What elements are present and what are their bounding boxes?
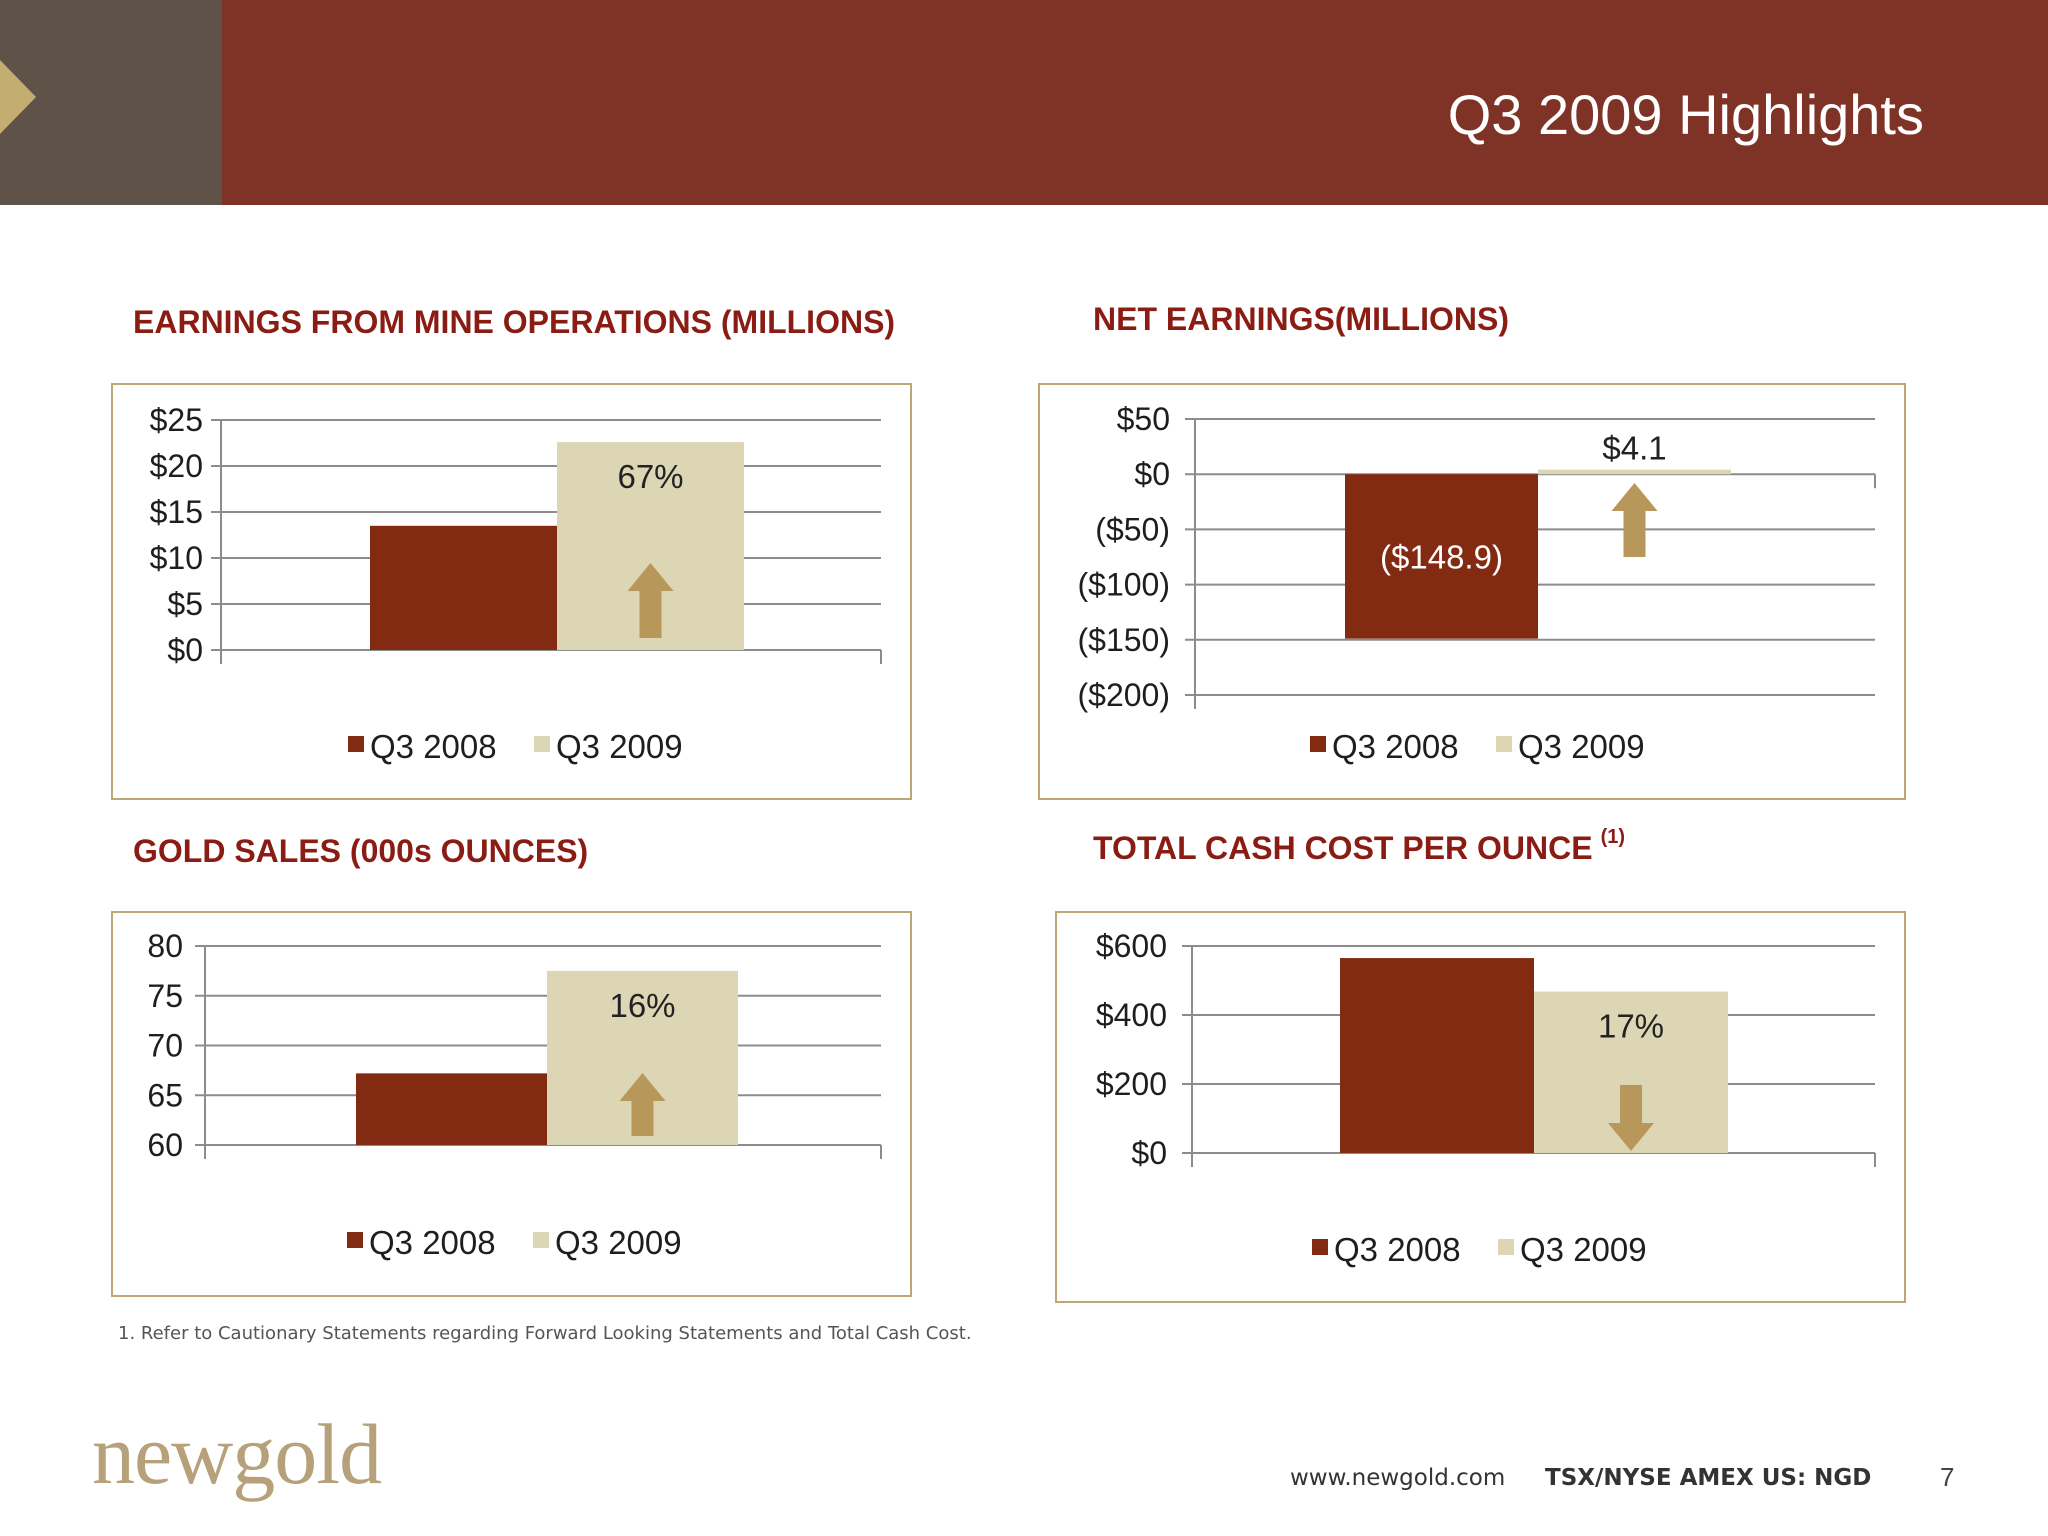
y-tick-label: $0 [167, 632, 203, 668]
bar-q3-2008 [356, 1073, 547, 1145]
y-tick-label: $400 [1096, 997, 1167, 1033]
y-tick-label: $50 [1117, 401, 1170, 437]
y-tick-label: 60 [147, 1127, 183, 1163]
header-arrow-icon [0, 60, 36, 134]
title-cash-cost-note: (1) [1600, 826, 1626, 848]
chart-earnings-mine: $0 $5 $10 $15 $20 $25 67% Q3 2008 Q3 2009 [111, 383, 912, 800]
bar-q3-2009 [1538, 469, 1731, 475]
chart-gold-sales: 60 65 70 75 80 16% Q3 2008 Q3 2009 [111, 911, 912, 1297]
legend-swatch [1498, 1239, 1514, 1255]
down-arrow-icon [1608, 1085, 1654, 1151]
title-net-earnings: NET EARNINGS(MILLIONS) [1093, 301, 1509, 337]
chart-net-earnings-svg: ($200) ($150) ($100) ($50) $0 $50 ($148.9) $4.1… [1078, 401, 1876, 765]
y-tick-label: $10 [150, 540, 203, 576]
bar-q3-2008 [1340, 958, 1534, 1153]
logo-text: newgold [92, 1406, 382, 1502]
up-arrow-icon [627, 563, 674, 638]
legend-swatch [1310, 736, 1326, 752]
legend-swatch [1496, 736, 1512, 752]
header-band [0, 0, 2048, 205]
y-tick-label: ($150) [1078, 622, 1171, 658]
legend-label: Q3 2009 [1520, 1231, 1647, 1268]
title-cash-cost-text: TOTAL CASH COST PER OUNCE [1093, 830, 1593, 866]
y-tick-label: $5 [167, 586, 203, 622]
legend-label: Q3 2009 [1518, 728, 1645, 765]
y-tick-label: 65 [147, 1077, 183, 1113]
y-tick-label: ($100) [1078, 567, 1171, 603]
chart-cash-cost-svg: $0 $200 $400 $600 17% Q3 2008 Q3 2009 [1096, 928, 1876, 1268]
y-tick-label: $25 [150, 402, 203, 438]
legend-swatch [534, 736, 550, 752]
y-tick-label: 75 [147, 978, 183, 1014]
legend-swatch [347, 1232, 363, 1248]
footer-ticker: TSX/NYSE AMEX US: NGD [1545, 1465, 1872, 1491]
y-tick-label: 80 [147, 928, 183, 964]
up-arrow-icon [619, 1073, 666, 1136]
legend-swatch [348, 736, 364, 752]
newgold-logo: newgold [92, 1404, 382, 1504]
up-arrow-icon [1611, 483, 1658, 557]
y-tick-label: 70 [147, 1028, 183, 1064]
header-accent-block [0, 0, 222, 205]
y-tick-label: $20 [150, 448, 203, 484]
bar-q3-2008 [1345, 474, 1538, 639]
legend-label: Q3 2008 [1332, 728, 1459, 765]
y-tick-label: $0 [1134, 456, 1170, 492]
bar-q3-2008 [370, 525, 557, 650]
chart-earnings-mine-svg: $0 $5 $10 $15 $20 $25 67% Q3 2008 Q3 2009 [150, 402, 882, 765]
y-tick-label: $600 [1096, 928, 1167, 964]
title-gold-sales: GOLD SALES (000s OUNCES) [133, 833, 589, 869]
y-tick-label: $0 [1131, 1135, 1167, 1171]
y-tick-label: ($50) [1095, 511, 1170, 547]
legend-label: Q3 2009 [556, 728, 683, 765]
percent-change-label: 17% [1598, 1008, 1664, 1045]
chart-gold-sales-svg: 60 65 70 75 80 16% Q3 2008 Q3 2009 [147, 928, 882, 1261]
footer-url[interactable]: www.newgold.com [1290, 1465, 1506, 1491]
title-earnings-mine: EARNINGS FROM MINE OPERATIONS (MILLIONS) [133, 304, 896, 340]
y-tick-label: $15 [150, 494, 203, 530]
y-tick-label: $200 [1096, 1066, 1167, 1102]
percent-change-label: 16% [609, 987, 675, 1024]
legend-swatch [533, 1232, 549, 1248]
chart-cash-cost: $0 $200 $400 $600 17% Q3 2008 Q3 2009 [1055, 911, 1906, 1303]
data-label: ($148.9) [1380, 538, 1503, 575]
legend-swatch [1312, 1239, 1328, 1255]
data-label: $4.1 [1602, 430, 1666, 467]
legend-label: Q3 2008 [369, 1224, 496, 1261]
chart-net-earnings: ($200) ($150) ($100) ($50) $0 $50 ($148.9) $4.1… [1038, 383, 1906, 800]
legend-label: Q3 2008 [370, 728, 497, 765]
y-tick-label: ($200) [1078, 677, 1171, 713]
page-number: 7 [1940, 1462, 1955, 1492]
legend-label: Q3 2008 [1334, 1231, 1461, 1268]
footnote: 1. Refer to Cautionary Statements regard… [118, 1323, 972, 1344]
legend-label: Q3 2009 [555, 1224, 682, 1261]
title-cash-cost: TOTAL CASH COST PER OUNCE (1) [1093, 826, 1625, 867]
percent-change-label: 67% [617, 458, 683, 495]
slide-title: Q3 2009 Highlights [1447, 83, 1924, 146]
